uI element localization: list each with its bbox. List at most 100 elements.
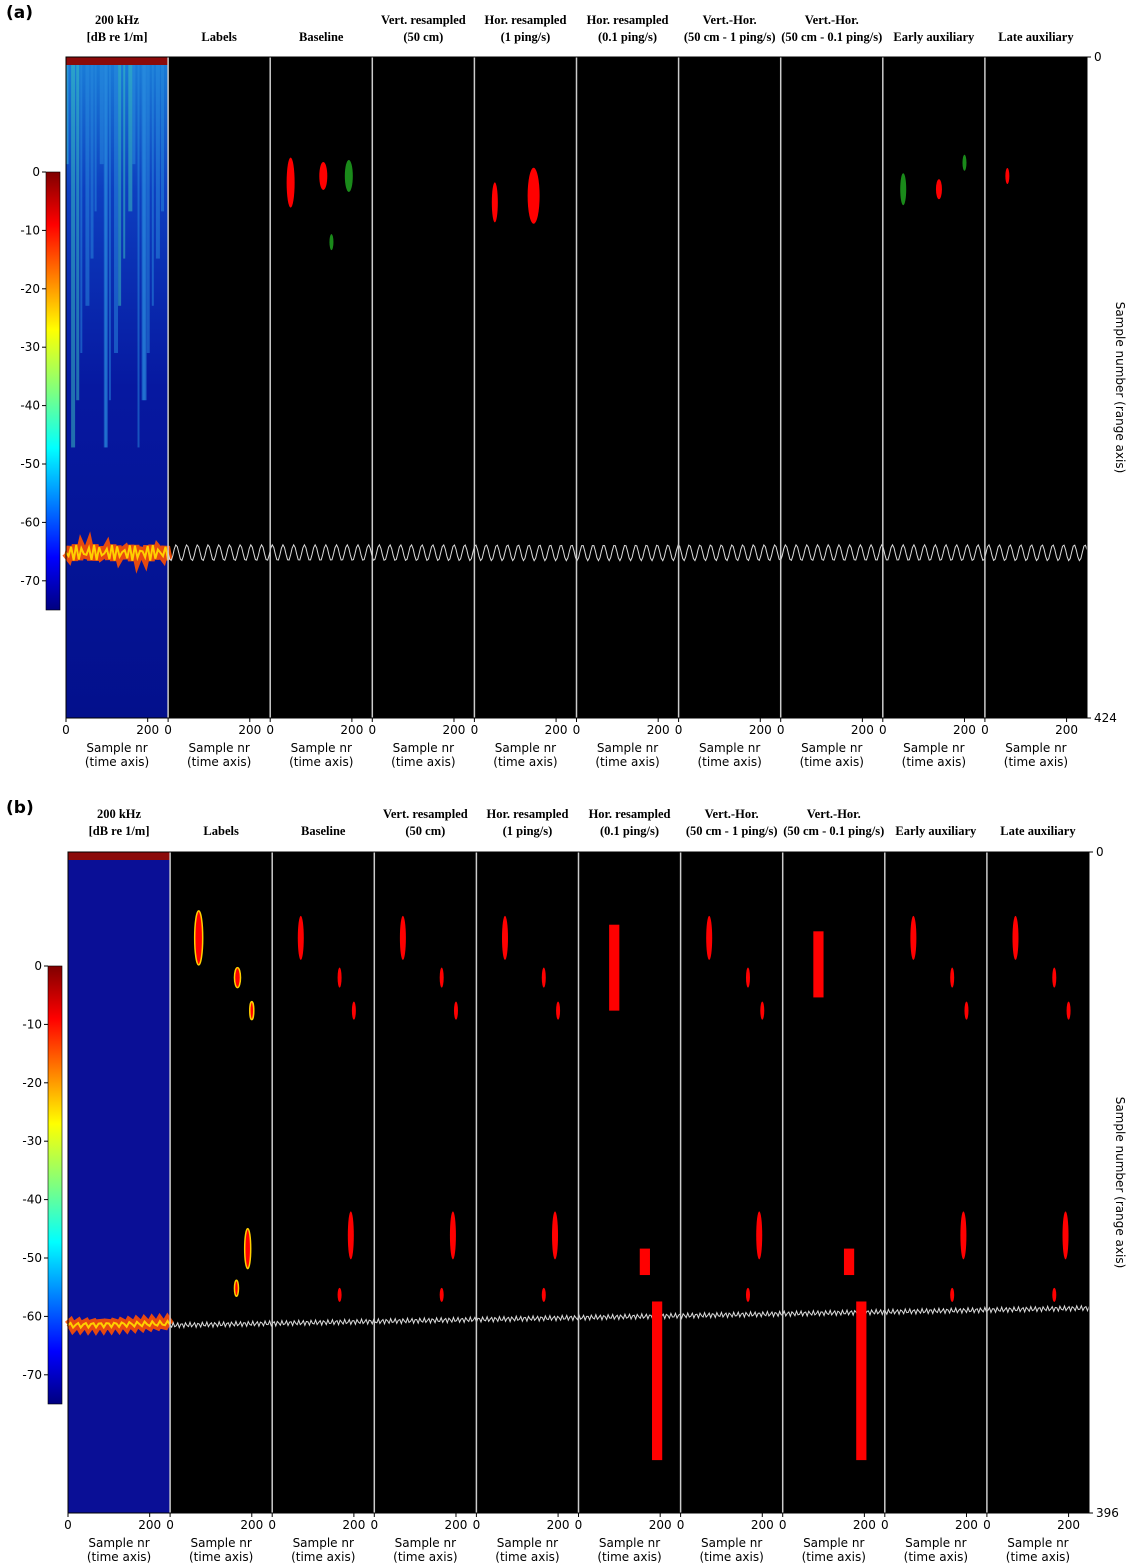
x-axis-label: (time axis) xyxy=(597,1550,661,1564)
x-axis-label: (time axis) xyxy=(800,755,864,769)
x-axis-label: Sample nr xyxy=(597,741,658,755)
seabed-line xyxy=(169,1304,1090,1330)
x-axis-label: Sample nr xyxy=(188,741,249,755)
school xyxy=(449,1211,456,1260)
x-axis-label: Sample nr xyxy=(395,1536,456,1550)
school xyxy=(706,915,713,960)
column-title: (1 ping/s) xyxy=(503,824,553,838)
echogram xyxy=(68,852,171,1513)
colorbar-tick-label: -10 xyxy=(22,1017,42,1031)
x-tick-label: 200 xyxy=(647,723,670,737)
x-tick-label: 0 xyxy=(677,1518,685,1532)
x-tick-label: 0 xyxy=(266,723,274,737)
column-title: Vert. resampled xyxy=(381,13,466,27)
x-axis-label: (time axis) xyxy=(189,1550,253,1564)
school-box xyxy=(652,1301,663,1461)
column-title: [dB re 1/m] xyxy=(87,30,148,44)
x-tick-label: 0 xyxy=(471,723,479,737)
x-tick-label: 200 xyxy=(340,723,363,737)
school xyxy=(286,157,295,208)
column-title: Vert.-Hor. xyxy=(705,807,759,821)
x-tick-label: 0 xyxy=(164,723,172,737)
x-axis-label: Sample nr xyxy=(905,1536,966,1550)
school xyxy=(1012,915,1019,960)
echo-streak xyxy=(94,65,97,212)
x-axis-label: (time axis) xyxy=(699,1550,763,1564)
school xyxy=(453,1001,458,1020)
panel-label: (b) xyxy=(6,798,34,818)
column-title: Baseline xyxy=(299,30,344,44)
school-box xyxy=(813,931,824,998)
column-title: Labels xyxy=(201,30,237,44)
x-tick-label: 0 xyxy=(879,723,887,737)
x-axis-label: Sample nr xyxy=(1005,741,1066,755)
colorbar-tick-label: -60 xyxy=(22,1309,42,1323)
column-title: 200 kHz xyxy=(97,807,142,821)
column-title: Vert. resampled xyxy=(383,807,468,821)
seabed-band-core xyxy=(65,544,170,562)
school xyxy=(337,967,342,988)
y-axis-label: Sample number (range axis) xyxy=(1113,302,1127,474)
x-tick-label: 0 xyxy=(675,723,683,737)
echo-streak xyxy=(151,65,154,306)
colorbar-tick-label: -40 xyxy=(20,399,40,413)
x-axis-label: Sample nr xyxy=(88,1536,149,1550)
x-axis-label: (time axis) xyxy=(187,755,251,769)
colorbar-tick-label: -60 xyxy=(20,515,40,529)
school xyxy=(1062,1211,1069,1260)
school-box xyxy=(639,1248,650,1276)
echo-streak xyxy=(85,65,90,306)
y-axis-label: Sample number (range axis) xyxy=(1113,1097,1127,1269)
y-tick-label: 0 xyxy=(1096,845,1104,859)
column-title: Hor. resampled xyxy=(589,807,671,821)
x-axis-label: (time axis) xyxy=(391,755,455,769)
echo-streak xyxy=(118,65,122,306)
echo-streak xyxy=(99,65,104,165)
seabed-band-core xyxy=(67,1319,171,1330)
x-tick-label: 0 xyxy=(777,723,785,737)
echo-streak xyxy=(67,65,70,165)
school xyxy=(964,1001,969,1020)
school xyxy=(329,234,334,251)
column-title: (50 cm - 0.1 ping/s) xyxy=(783,824,884,838)
column-title: (50 cm - 1 ping/s) xyxy=(686,824,778,838)
school xyxy=(541,967,546,988)
school xyxy=(1052,1287,1057,1302)
column-title: Hor. resampled xyxy=(484,13,566,27)
x-tick-label: 200 xyxy=(342,1518,365,1532)
school xyxy=(950,1287,955,1302)
colorbar-tick-label: -50 xyxy=(22,1251,42,1265)
echo-streak xyxy=(71,65,76,448)
x-axis-label: (time axis) xyxy=(291,1550,355,1564)
x-axis-label: Sample nr xyxy=(293,1536,354,1550)
x-tick-label: 0 xyxy=(779,1518,787,1532)
x-tick-label: 200 xyxy=(851,723,874,737)
colorbar-tick-label: -20 xyxy=(22,1076,42,1090)
column-title: (0.1 ping/s) xyxy=(598,30,657,44)
x-tick-label: 200 xyxy=(1055,723,1078,737)
x-tick-label: 0 xyxy=(64,1518,72,1532)
colorbar-tick-label: -70 xyxy=(20,574,40,588)
x-axis-label: (time axis) xyxy=(1004,755,1068,769)
column-title: Hor. resampled xyxy=(486,807,568,821)
x-tick-label: 200 xyxy=(853,1518,876,1532)
echo-streak xyxy=(90,65,94,259)
column-title: Hor. resampled xyxy=(587,13,669,27)
x-tick-label: 200 xyxy=(238,723,261,737)
x-axis-label: Sample nr xyxy=(903,741,964,755)
plot-frame xyxy=(65,56,1088,719)
school xyxy=(233,966,242,989)
school-box xyxy=(843,1248,855,1276)
echo-streak xyxy=(66,65,68,165)
school xyxy=(439,967,444,988)
x-axis-label: (time axis) xyxy=(1006,1550,1070,1564)
x-tick-label: 0 xyxy=(62,723,70,737)
column-title: Vert.-Hor. xyxy=(807,807,861,821)
column-title: Late auxiliary xyxy=(1000,824,1076,838)
column-title: Late auxiliary xyxy=(998,30,1074,44)
x-axis-label: (time axis) xyxy=(904,1550,968,1564)
plot-frame xyxy=(67,851,1090,1514)
x-tick-label: 0 xyxy=(573,723,581,737)
echo-streak xyxy=(76,65,80,401)
school xyxy=(439,1287,444,1302)
